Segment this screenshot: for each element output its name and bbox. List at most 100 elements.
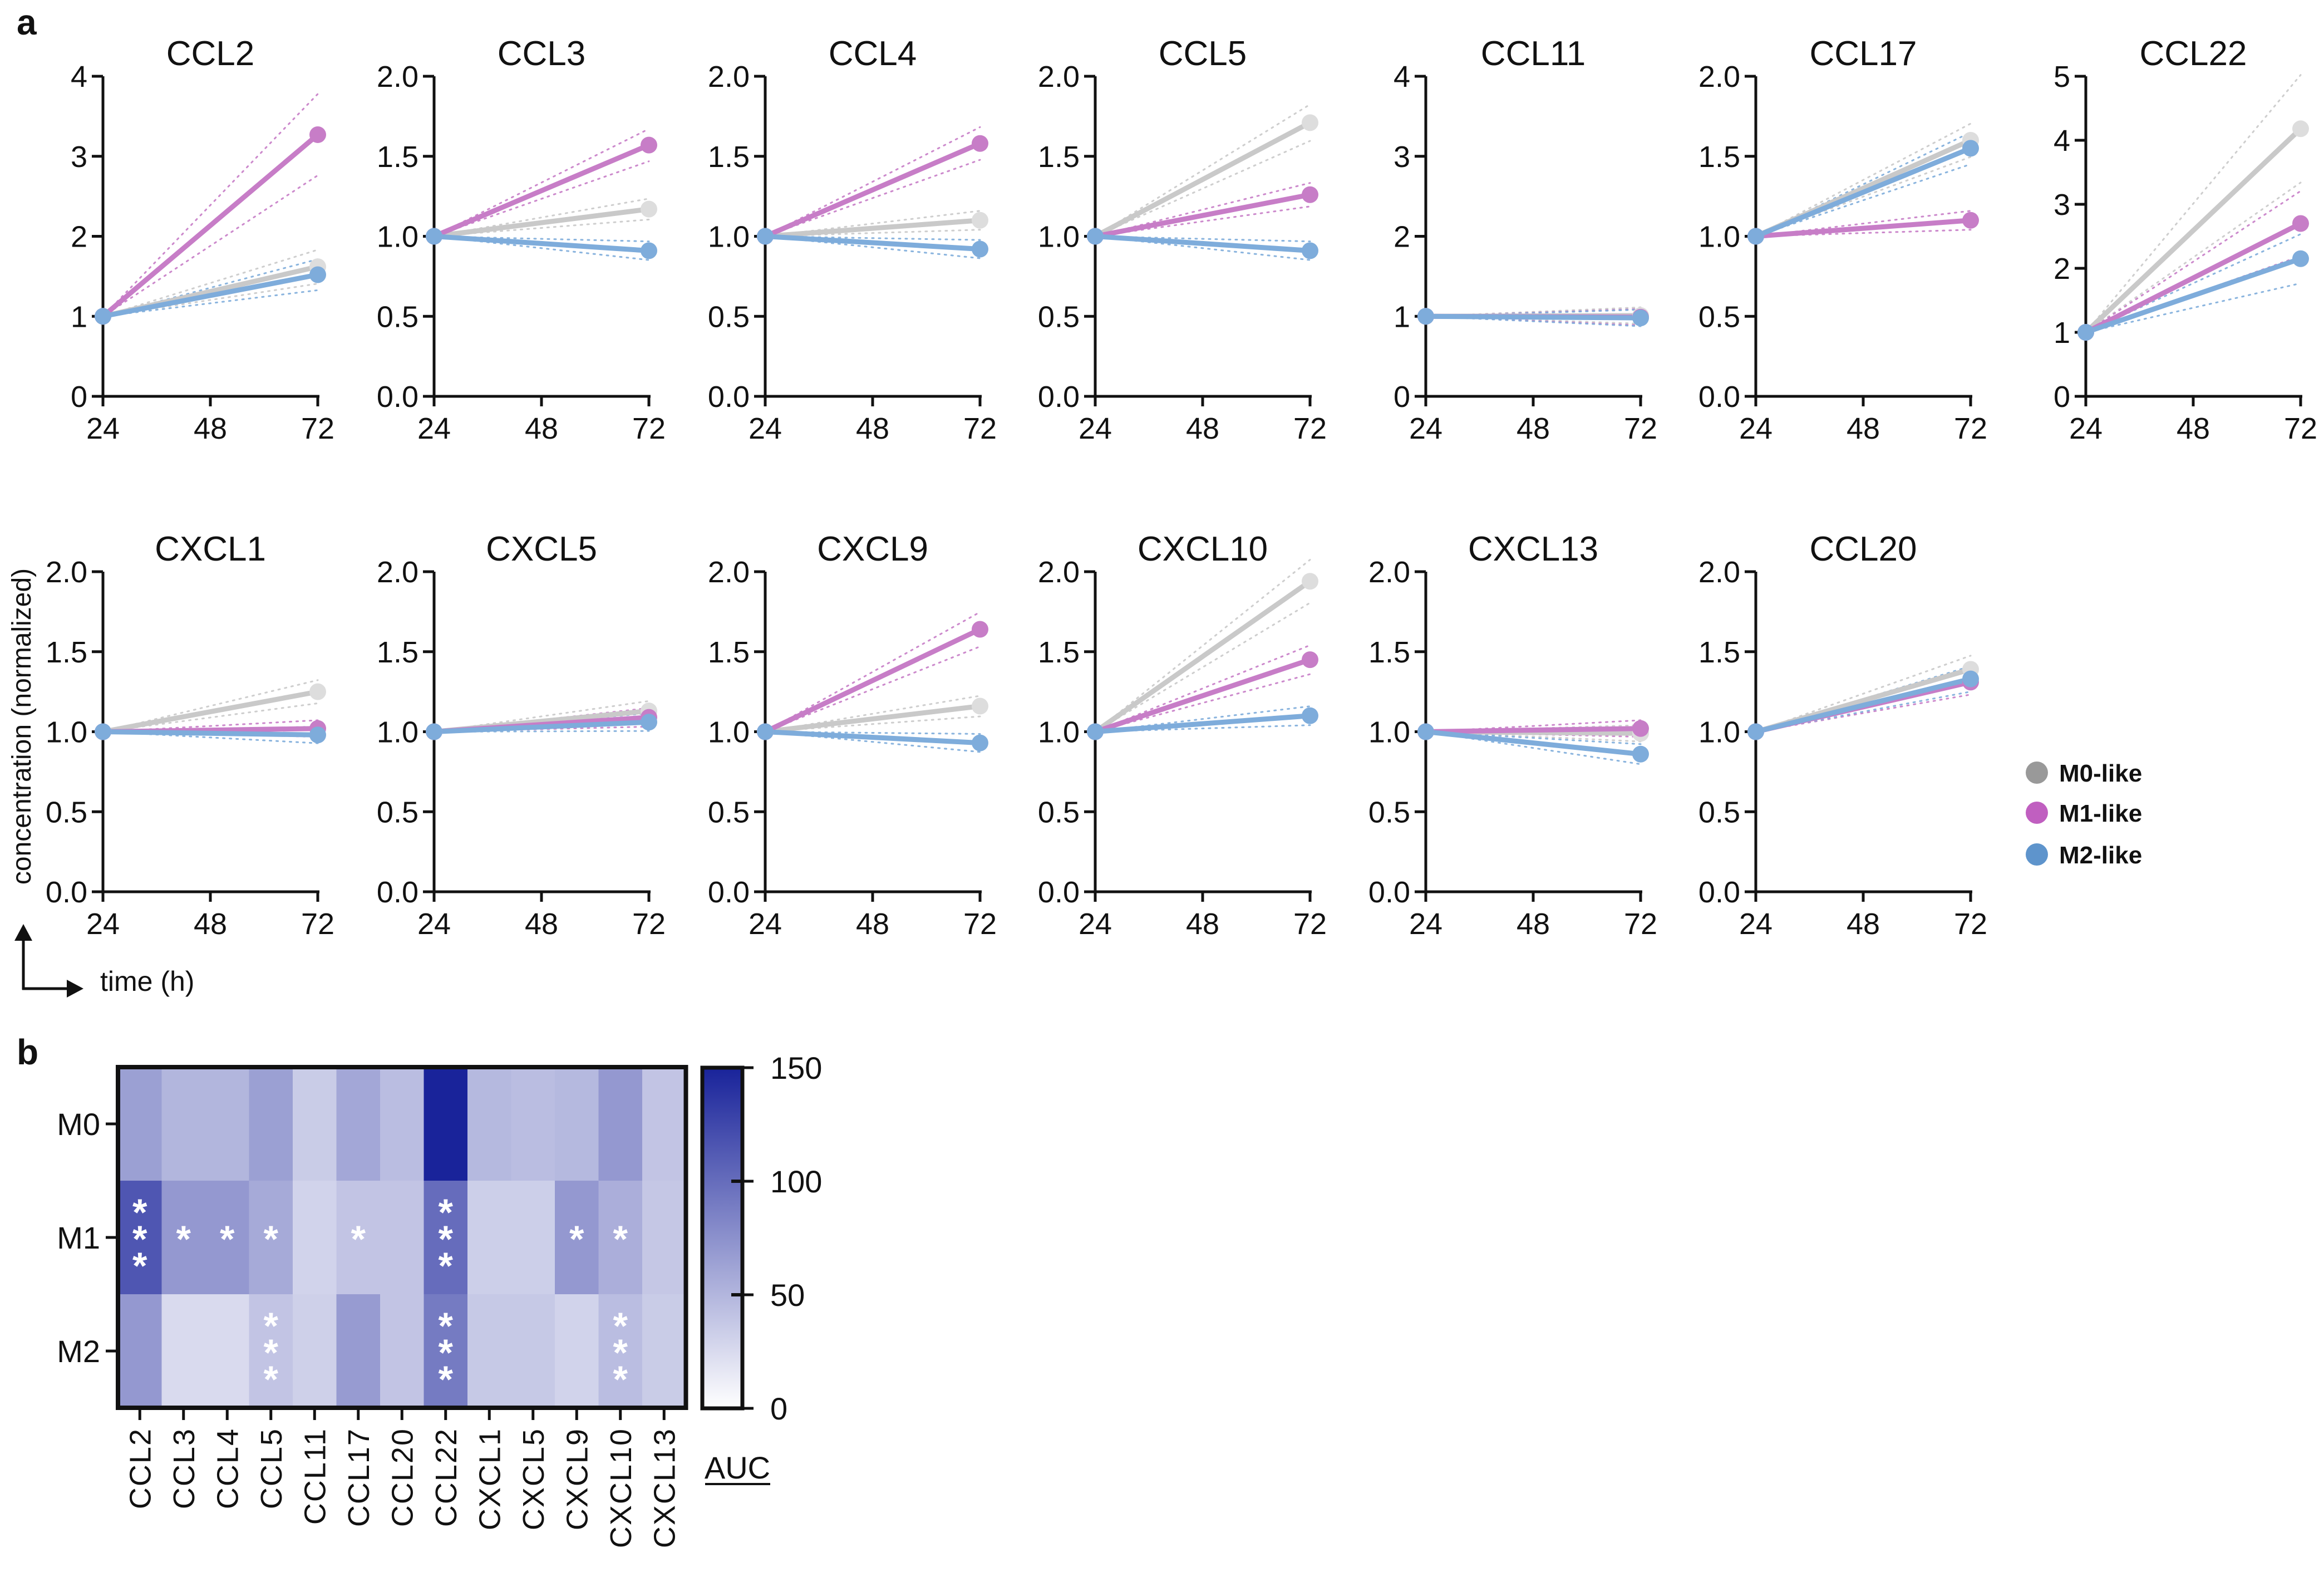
y-tick-label-ccl3: 1.0: [377, 220, 418, 254]
x-tick-label-ccl17: 24: [1739, 412, 1772, 445]
y-arrow-head: [14, 924, 32, 941]
significance-mark: *: [439, 1332, 454, 1374]
chart-title-ccl22: CCL22: [2140, 35, 2247, 73]
significance-mark: *: [439, 1218, 454, 1260]
chart-title-cxcl9: CXCL9: [817, 530, 928, 568]
y-tick-label-ccl4: 1.0: [708, 220, 750, 254]
ci-line-ccl4: [764, 235, 981, 259]
y-tick-label-cxcl5: 2.0: [377, 556, 418, 589]
significance-mark: *: [176, 1218, 191, 1260]
heatmap-cell: [293, 1294, 337, 1408]
heatmap-cell: [293, 1067, 337, 1181]
series-line-cxcl13-m1-like: [1423, 726, 1643, 734]
y-tick-label-cxcl13: 1.0: [1368, 716, 1410, 749]
significance-mark: *: [264, 1218, 279, 1260]
x-tick-label-ccl3: 24: [417, 412, 451, 445]
ci-line-cxcl10: [1094, 644, 1311, 733]
data-point-ccl5-m1-like: [1302, 186, 1318, 203]
x-axis-label: time (h): [100, 966, 194, 997]
x-tick-label-cxcl5: 72: [632, 907, 666, 941]
data-point-ccl2-m1-like: [309, 126, 326, 143]
x-tick-label-ccl20: 48: [1847, 907, 1880, 941]
heatmap-row-label: M1: [57, 1220, 100, 1255]
panel-a-label: a: [17, 2, 37, 42]
significance-mark: *: [264, 1358, 279, 1401]
y-tick-label-cxcl5: 0.5: [377, 795, 418, 829]
significance-mark: *: [613, 1218, 628, 1260]
x-tick-label-ccl4: 24: [749, 412, 782, 445]
series-line-cxcl1-m0-like: [100, 689, 321, 734]
data-point-ccl2-m2-like: [309, 266, 326, 283]
series-line-ccl11-m2-like: [1423, 313, 1643, 321]
x-tick-label-cxcl10: 24: [1079, 907, 1112, 941]
y-tick-label-ccl17: 0.5: [1698, 300, 1740, 333]
data-point-ccl3-m0-like: [641, 200, 657, 218]
ci-line-ccl3: [433, 235, 650, 261]
y-tick-label-ccl11: 3: [1394, 140, 1410, 174]
series-line-ccl4-m0-like: [762, 218, 983, 239]
y-tick-label-ccl22: 1: [2054, 316, 2070, 350]
y-tick-label-ccl22: 3: [2054, 188, 2070, 222]
series-line-cxcl1-m2-like: [100, 729, 321, 738]
y-tick-label-cxcl9: 2.0: [708, 556, 750, 589]
y-tick-label-ccl11: 1: [1394, 300, 1410, 333]
heatmap-cell: [642, 1067, 687, 1181]
significance-mark: *: [264, 1332, 279, 1374]
ci-line-ccl2: [102, 283, 319, 317]
ci-line-cxcl1: [102, 702, 319, 733]
significance-mark: *: [439, 1358, 454, 1401]
x-tick-label-cxcl1: 48: [194, 907, 227, 941]
significance-mark: *: [132, 1191, 147, 1234]
y-tick-label-ccl22: 4: [2054, 124, 2070, 158]
series-line-ccl22-m1-like: [2083, 221, 2303, 335]
ci-line-ccl22: [2085, 190, 2302, 333]
heatmap-cell: [424, 1067, 468, 1181]
series-line-ccl3-m2-like: [431, 234, 652, 253]
ci-line-ccl5: [1094, 205, 1311, 237]
heatmap-cell: [118, 1294, 163, 1408]
heatmap-col-label: CCL3: [168, 1428, 201, 1509]
data-point-cxcl1-m2-like: [309, 726, 326, 744]
series-line-ccl5-m0-like: [1092, 120, 1313, 239]
ci-line-ccl2: [102, 93, 319, 317]
ci-line-ccl20: [1755, 655, 1972, 733]
heatmap-cell: [205, 1181, 250, 1295]
ci-line-cxcl10: [1094, 705, 1311, 733]
y-tick-label-ccl22: 0: [2054, 380, 2070, 414]
ci-line-ccl4: [764, 159, 981, 237]
chart-title-cxcl5: CXCL5: [486, 530, 597, 568]
heatmap-cell: [118, 1067, 163, 1181]
data-point-ccl17-m2-like: [1747, 228, 1764, 245]
data-point-ccl11-m2-like: [1417, 308, 1434, 325]
colorbar: [700, 1065, 745, 1411]
colorbar-tick-label: 50: [770, 1278, 805, 1313]
legend-marker-m2-like: [2026, 843, 2048, 866]
heatmap-cell: [380, 1294, 425, 1408]
y-tick-label-cxcl9: 0.0: [708, 876, 750, 909]
x-tick-label-ccl5: 48: [1186, 412, 1219, 445]
series-line-ccl20-m2-like: [1753, 676, 1973, 734]
y-tick-label-ccl11: 0: [1394, 380, 1410, 414]
x-tick-label-ccl5: 72: [1293, 412, 1327, 445]
chart-title-ccl5: CCL5: [1159, 35, 1247, 73]
chart-title-ccl4: CCL4: [829, 35, 917, 73]
legend-label-m0-like: M0-like: [2059, 760, 2142, 787]
x-tick-label-cxcl5: 24: [417, 907, 451, 941]
panel-b-label: b: [17, 1032, 38, 1072]
heatmap-col-label: CCL17: [342, 1428, 376, 1527]
y-tick-label-cxcl10: 2.0: [1038, 556, 1080, 589]
data-point-ccl22-m2-like: [2077, 324, 2094, 341]
ci-line-ccl3: [433, 218, 650, 237]
series-line-cxcl5-m2-like: [431, 719, 652, 734]
heatmap-col-label: CCL5: [255, 1428, 288, 1509]
chart-title-cxcl10: CXCL10: [1138, 530, 1268, 568]
y-tick-label-ccl17: 2.0: [1698, 60, 1740, 94]
significance-mark: *: [351, 1218, 366, 1260]
heatmap-col-label: CXCL9: [560, 1428, 594, 1530]
y-tick-label-cxcl10: 0.5: [1038, 795, 1080, 829]
heatmap-cell: [555, 1181, 599, 1295]
heatmap-cell: [249, 1181, 293, 1295]
data-point-cxcl9-m2-like: [757, 723, 774, 740]
heatmap-cell: [336, 1294, 381, 1408]
y-tick-label-ccl20: 0.0: [1698, 876, 1740, 909]
